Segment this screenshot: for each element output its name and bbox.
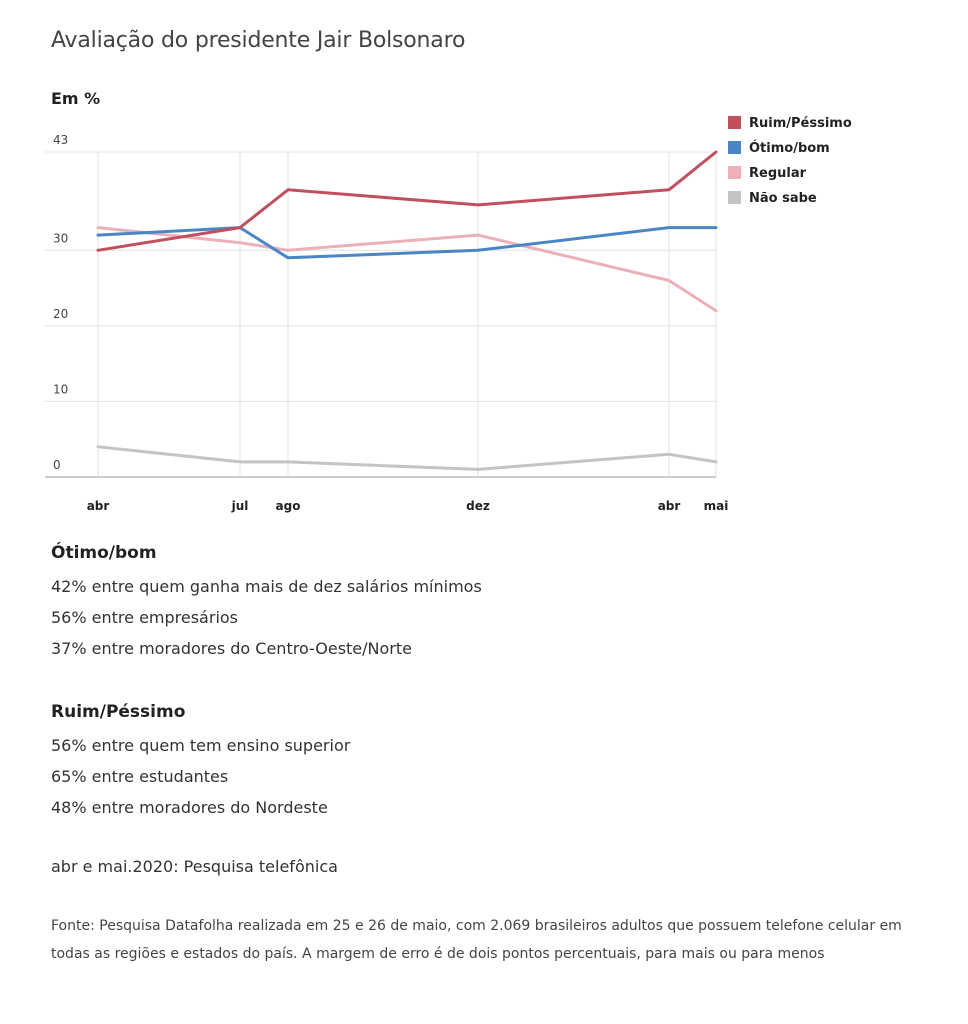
- legend-swatch: [728, 166, 741, 179]
- axis-layer: 0 10 20 30 43 abr jul ago dez abr mai: [53, 133, 728, 513]
- legend-swatch: [728, 191, 741, 204]
- x-tick-label: jul: [231, 499, 249, 513]
- section-heading: Ruim/Péssimo: [51, 702, 186, 722]
- y-tick-label: 0: [53, 458, 61, 472]
- x-tick-label: abr: [87, 499, 110, 513]
- y-tick-label: 20: [53, 307, 68, 321]
- series-line-regular: [96, 226, 718, 313]
- x-tick-label: dez: [466, 499, 490, 513]
- legend-label: Ruim/Péssimo: [749, 116, 852, 131]
- y-tick-label: 10: [53, 382, 68, 396]
- survey-note: abr e mai.2020: Pesquisa telefônica: [51, 857, 338, 876]
- section-heading: Ótimo/bom: [51, 543, 157, 563]
- section-line: 65% entre estudantes: [51, 767, 229, 786]
- section-line: 56% entre quem tem ensino superior: [51, 736, 351, 755]
- chart-title: Avaliação do presidente Jair Bolsonaro: [51, 28, 466, 53]
- x-tick-label: ago: [276, 499, 301, 513]
- legend-label: Regular: [749, 166, 807, 181]
- source-note: Fonte: Pesquisa Datafolha realizada em 2…: [51, 918, 902, 962]
- legend-swatch: [728, 116, 741, 129]
- series-layer: [96, 150, 718, 471]
- series-line-otimo-bom: [96, 226, 718, 260]
- legend-swatch: [728, 141, 741, 154]
- series-line-nao-sabe: [96, 445, 718, 471]
- section-ruim-pessimo: Ruim/Péssimo 56% entre quem tem ensino s…: [51, 702, 350, 823]
- section-line: 37% entre moradores do Centro-Oeste/Nort…: [51, 639, 412, 658]
- section-line: 42% entre quem ganha mais de dez salário…: [51, 577, 482, 596]
- section-line: 48% entre moradores do Nordeste: [51, 798, 328, 817]
- y-tick-label: 43: [53, 133, 68, 147]
- unit-label: Em %: [51, 89, 101, 108]
- series-line-ruim-pessimo: [96, 150, 718, 252]
- legend-label: Não sabe: [749, 191, 817, 206]
- legend-label: Ótimo/bom: [749, 140, 830, 156]
- x-tick-label: mai: [704, 499, 729, 513]
- section-otimo-bom: Ótimo/bom 42% entre quem ganha mais de d…: [51, 543, 482, 664]
- x-tick-label: abr: [658, 499, 681, 513]
- legend-layer: Ruim/Péssimo Ótimo/bom Regular Não sabe: [728, 116, 852, 206]
- section-line: 56% entre empresários: [51, 608, 239, 627]
- line-chart: 0 10 20 30 43 abr jul ago dez abr mai Ruim/Péssimo…: [45, 116, 852, 513]
- grid-layer: [45, 151, 717, 478]
- y-tick-label: 30: [53, 231, 68, 245]
